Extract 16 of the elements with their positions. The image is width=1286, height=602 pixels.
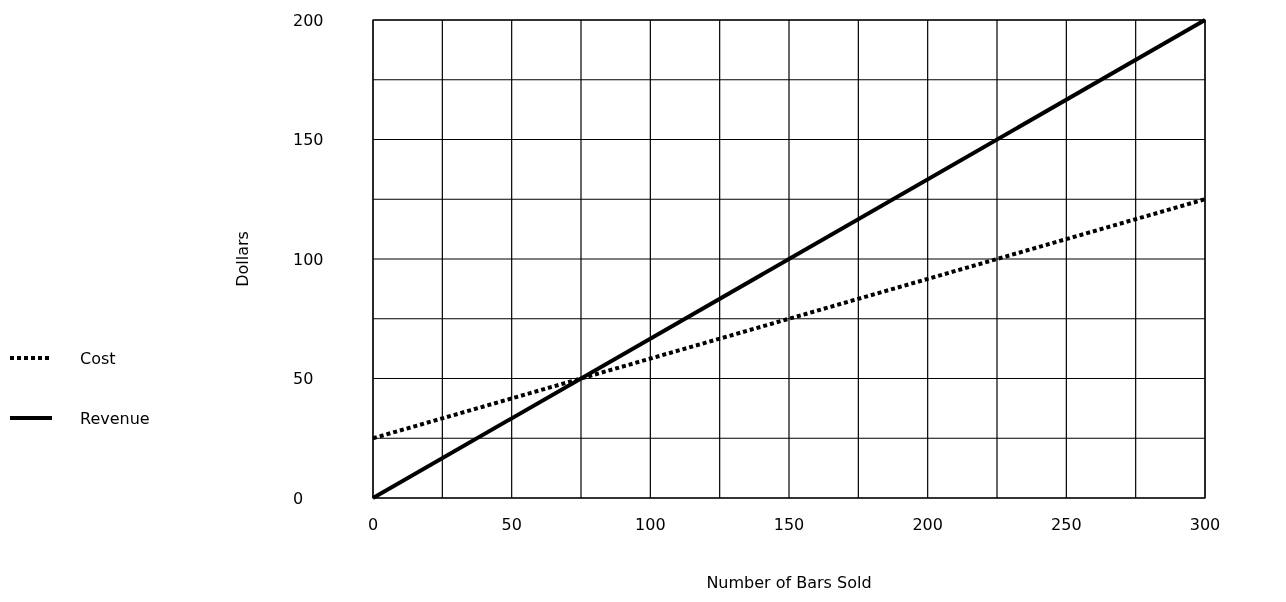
- legend-label: Cost: [80, 348, 116, 368]
- x-tick-label: 0: [367, 515, 379, 534]
- y-tick-label: 150: [293, 130, 324, 150]
- y-tick-label: 50: [293, 369, 314, 389]
- x-tick-label: 250: [1051, 515, 1082, 534]
- legend-label: Revenue: [80, 408, 150, 428]
- y-tick-label: 200: [293, 10, 324, 30]
- y-axis-title: Dollars: [233, 231, 252, 287]
- x-tick-label: 300: [1189, 515, 1221, 534]
- x-tick-label: 200: [912, 515, 943, 534]
- x-tick-label: 100: [635, 515, 666, 534]
- y-tick-label: 100: [293, 249, 324, 269]
- x-tick-label: 50: [501, 515, 522, 534]
- x-tick-label: 150: [773, 515, 805, 534]
- y-tick-label: 0: [293, 488, 304, 508]
- x-axis-title: Number of Bars Sold: [706, 573, 872, 592]
